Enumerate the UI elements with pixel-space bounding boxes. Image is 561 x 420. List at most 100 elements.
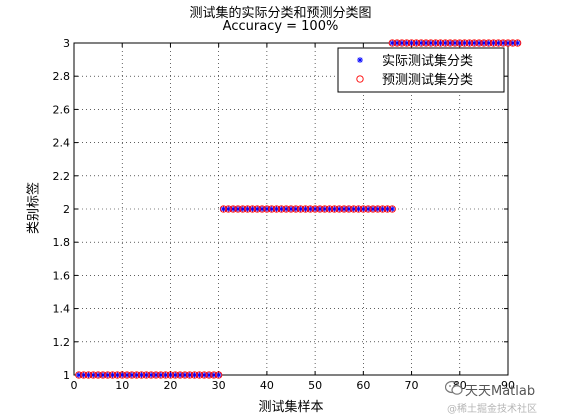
circle-marker <box>509 39 517 47</box>
circle-marker <box>75 371 83 379</box>
circle-marker <box>142 371 150 379</box>
asterisk-marker <box>357 57 363 63</box>
y-tick-label: 1.2 <box>53 336 71 349</box>
wechat-logo-icon <box>445 380 463 395</box>
circle-marker <box>205 371 213 379</box>
circle-marker <box>133 371 141 379</box>
circle-marker <box>350 205 358 213</box>
circle-marker <box>388 39 396 47</box>
circle-marker <box>489 39 498 47</box>
circle-marker <box>316 205 324 213</box>
circle-marker <box>446 39 454 47</box>
data-marks <box>75 39 522 379</box>
circle-marker <box>166 371 175 379</box>
x-tick-label: 50 <box>308 379 322 392</box>
circle-marker <box>504 39 512 47</box>
circle-marker <box>161 371 170 379</box>
grid <box>74 43 508 375</box>
circle-marker <box>364 205 372 213</box>
circle-marker <box>356 75 364 83</box>
circle-marker <box>513 39 522 47</box>
circle-marker <box>359 205 367 213</box>
circle-marker <box>296 205 305 213</box>
circle-marker <box>321 205 329 213</box>
circle-marker <box>475 39 483 47</box>
legend-box <box>337 47 505 93</box>
circle-marker <box>243 205 252 213</box>
circle-marker <box>499 39 507 47</box>
circle-marker <box>412 39 421 47</box>
circle-marker <box>171 371 179 379</box>
circle-marker <box>292 205 300 213</box>
y-tick-label: 3 <box>63 37 70 50</box>
circle-marker <box>272 205 281 213</box>
circle-marker <box>383 205 392 213</box>
y-tick-label: 1.6 <box>53 269 71 282</box>
circle-marker <box>152 371 160 379</box>
legend-label: 实际测试集分类 <box>382 53 473 69</box>
circle-marker <box>330 205 339 213</box>
y-axis-label: 类别标签 <box>26 181 42 235</box>
asterisk-marker <box>365 206 372 212</box>
circle-marker <box>374 205 382 213</box>
circle-marker <box>465 39 474 47</box>
circle-marker <box>234 205 242 213</box>
y-tick-label: 2.6 <box>53 103 71 116</box>
circle-marker <box>393 39 401 47</box>
x-tick-label: 10 <box>115 379 129 392</box>
circle-marker <box>369 205 377 213</box>
x-axis-label: 测试集样本 <box>258 400 324 415</box>
x-tick-label: 20 <box>163 379 177 392</box>
circle-marker <box>345 205 353 213</box>
circle-marker <box>210 371 218 379</box>
asterisk-marker <box>167 372 174 378</box>
x-tick-label: 0 <box>71 379 78 392</box>
circle-marker <box>494 39 503 47</box>
chart-subtitle: Accuracy = 100% <box>222 19 339 34</box>
circle-marker <box>460 39 469 47</box>
series-circle <box>75 39 522 379</box>
watermark-subtext: @稀土掘金技术社区 <box>447 404 537 415</box>
circle-marker <box>104 371 112 379</box>
circle-marker <box>186 371 194 379</box>
circle-marker <box>224 205 232 213</box>
y-tick-label: 1.8 <box>53 236 71 249</box>
circle-marker <box>123 371 131 379</box>
circle-marker <box>470 39 478 47</box>
circle-marker <box>301 205 310 213</box>
circle-marker <box>181 371 189 379</box>
circle-marker <box>118 371 126 379</box>
x-tick-label: 40 <box>260 379 274 392</box>
circle-marker <box>354 205 363 213</box>
circle-marker <box>388 205 396 213</box>
circle-marker <box>200 371 208 379</box>
circle-marker <box>108 371 117 379</box>
circle-marker <box>417 39 425 47</box>
circle-marker <box>258 205 266 213</box>
circle-marker <box>456 39 464 47</box>
legend-label: 预测测试集分类 <box>382 72 473 88</box>
circle-marker <box>480 39 488 47</box>
circle-marker <box>253 205 261 213</box>
circle-marker <box>268 205 276 213</box>
circle-marker <box>335 205 343 213</box>
circle-marker <box>195 371 204 379</box>
axes: 0 10 20 30 40 50 60 70 80 9011.21.41.61.822.22.42… <box>53 37 516 392</box>
circle-marker <box>311 205 319 213</box>
circle-marker <box>398 39 406 47</box>
circle-marker <box>287 205 295 213</box>
y-tick-label: 1 <box>63 369 70 382</box>
circle-marker <box>485 39 493 47</box>
circle-marker <box>137 371 146 379</box>
x-tick-label: 70 <box>405 379 419 392</box>
circle-marker <box>229 205 237 213</box>
circle-marker <box>89 371 97 379</box>
circle-marker <box>84 371 93 379</box>
circle-marker <box>239 205 247 213</box>
circle-marker <box>277 205 286 213</box>
circle-marker <box>263 205 271 213</box>
y-tick-label: 2 <box>63 203 70 216</box>
asterisk-marker <box>215 372 222 378</box>
